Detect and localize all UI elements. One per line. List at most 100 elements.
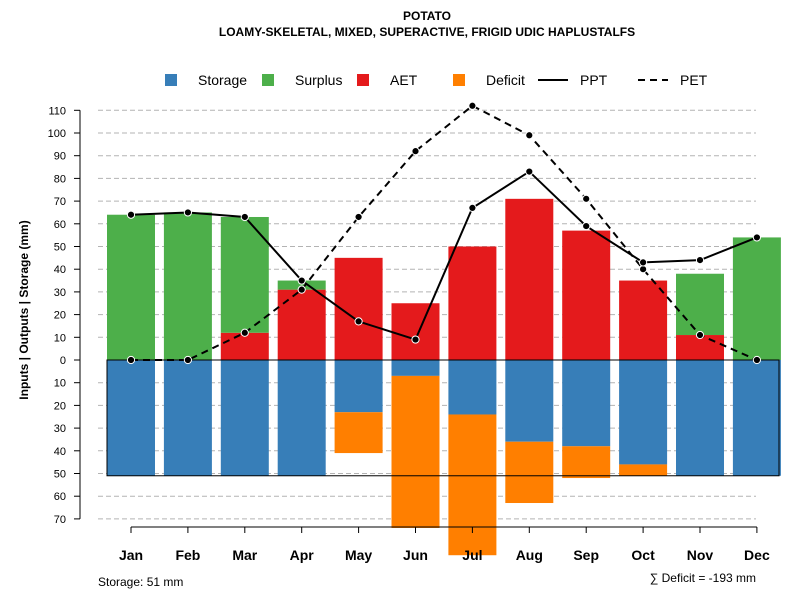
x-tick-label: Jul bbox=[462, 547, 482, 563]
legend-label-deficit: Deficit bbox=[486, 72, 525, 88]
surplus-bar bbox=[732, 237, 781, 360]
ppt-point bbox=[582, 221, 591, 231]
y-tick-label: 100 bbox=[48, 128, 66, 140]
deficit-bar bbox=[562, 446, 611, 479]
y-tick-label: 90 bbox=[54, 151, 66, 163]
y-tick-label: 80 bbox=[54, 173, 66, 185]
storage-bar bbox=[619, 360, 668, 465]
line-group bbox=[126, 101, 762, 365]
deficit-bar bbox=[391, 375, 440, 528]
x-tick-label: Sep bbox=[573, 547, 599, 563]
deficit-sum-note: ∑ Deficit = -193 mm bbox=[650, 571, 756, 585]
surplus-bar bbox=[163, 212, 212, 360]
aet-bar bbox=[277, 289, 326, 360]
aet-bar bbox=[391, 303, 440, 360]
y-tick-label: 30 bbox=[54, 287, 66, 299]
ppt-point bbox=[411, 335, 420, 344]
deficit-bar bbox=[505, 441, 554, 504]
y-tick-label: 20 bbox=[54, 310, 66, 322]
storage-bar bbox=[448, 360, 497, 415]
y-tick-label: 60 bbox=[54, 491, 66, 503]
chart-subtitle: LOAMY-SKELETAL, MIXED, SUPERACTIVE, FRIG… bbox=[219, 25, 635, 39]
pet-point bbox=[695, 330, 705, 340]
surplus-bar bbox=[676, 273, 724, 336]
ppt-point bbox=[240, 212, 249, 222]
surplus-bar bbox=[277, 280, 326, 290]
pet-point bbox=[354, 212, 363, 222]
x-tick-label: Aug bbox=[516, 547, 543, 563]
x-tick-label: Jan bbox=[119, 547, 143, 563]
pet-point bbox=[240, 328, 249, 337]
aet-bar bbox=[619, 280, 668, 360]
ppt-point bbox=[468, 203, 477, 213]
storage-note: Storage: 51 mm bbox=[98, 575, 183, 589]
bar-group bbox=[106, 198, 781, 556]
x-tick-label: Mar bbox=[232, 547, 257, 563]
aet-bar bbox=[505, 198, 554, 360]
deficit-bar bbox=[619, 464, 668, 476]
ppt-point bbox=[297, 276, 306, 285]
deficit-bar bbox=[448, 414, 497, 556]
y-tick-label: 40 bbox=[54, 264, 66, 276]
storage-bar bbox=[676, 360, 724, 476]
legend-swatch-deficit bbox=[453, 74, 465, 86]
storage-bar bbox=[163, 360, 212, 476]
axes: 110100908070605040302010010203040506070J… bbox=[48, 105, 770, 563]
storage-bar bbox=[732, 360, 781, 476]
ppt-point bbox=[183, 208, 192, 217]
pet-point bbox=[639, 265, 648, 274]
y-tick-label: 60 bbox=[54, 219, 66, 231]
chart-title: POTATO bbox=[403, 9, 451, 23]
x-tick-label: Jun bbox=[403, 547, 428, 563]
ppt-point bbox=[695, 256, 705, 265]
pet-line bbox=[131, 104, 758, 361]
legend-label-ppt: PPT bbox=[580, 72, 608, 88]
legend-swatch-aet bbox=[357, 74, 369, 86]
deficit-bar bbox=[334, 412, 383, 454]
storage-bar bbox=[562, 360, 611, 447]
storage-bar bbox=[334, 360, 383, 413]
surplus-bar bbox=[107, 214, 155, 360]
legend-label-pet: PET bbox=[680, 72, 708, 88]
legend-label-surplus: Surplus bbox=[295, 72, 342, 88]
ppt-point bbox=[752, 233, 762, 242]
aet-bar bbox=[448, 246, 497, 360]
aet-bar bbox=[676, 335, 724, 360]
x-tick-label: Apr bbox=[290, 547, 315, 563]
y-tick-label: 50 bbox=[54, 242, 66, 254]
pet-point bbox=[297, 285, 306, 294]
storage-bar bbox=[505, 360, 554, 442]
pet-point bbox=[525, 131, 534, 140]
y-tick-label: 110 bbox=[48, 105, 66, 117]
aet-bar bbox=[220, 332, 269, 360]
x-tick-label: Oct bbox=[631, 547, 655, 563]
y-tick-label: 10 bbox=[54, 378, 66, 390]
pet-point bbox=[126, 355, 136, 365]
legend-swatch-surplus bbox=[262, 74, 274, 86]
pet-point bbox=[582, 194, 591, 203]
ppt-point bbox=[639, 258, 648, 267]
y-tick-label: 40 bbox=[54, 446, 66, 458]
aet-bar bbox=[562, 230, 611, 360]
ppt-line bbox=[130, 170, 758, 341]
pet-point bbox=[752, 355, 762, 365]
chart-legend: Storage Surplus AET Deficit PPT PET bbox=[165, 72, 708, 88]
storage-bar bbox=[277, 360, 326, 476]
y-tick-label: 70 bbox=[54, 514, 66, 526]
legend-label-aet: AET bbox=[390, 72, 418, 88]
y-tick-label: 70 bbox=[54, 196, 66, 208]
pet-point bbox=[468, 101, 477, 110]
pet-point bbox=[411, 147, 420, 156]
x-tick-label: Dec bbox=[744, 547, 770, 563]
y-axis-label: Inputs | Outputs | Storage (mm) bbox=[17, 220, 31, 399]
legend-swatch-storage bbox=[165, 74, 177, 86]
x-tick-label: May bbox=[345, 547, 372, 563]
legend-label-storage: Storage bbox=[198, 72, 247, 88]
pet-point bbox=[183, 355, 192, 365]
storage-bar bbox=[107, 360, 155, 476]
ppt-point bbox=[354, 317, 363, 326]
storage-bar bbox=[391, 360, 440, 376]
storage-bar bbox=[220, 360, 269, 476]
y-tick-label: 50 bbox=[54, 469, 66, 481]
